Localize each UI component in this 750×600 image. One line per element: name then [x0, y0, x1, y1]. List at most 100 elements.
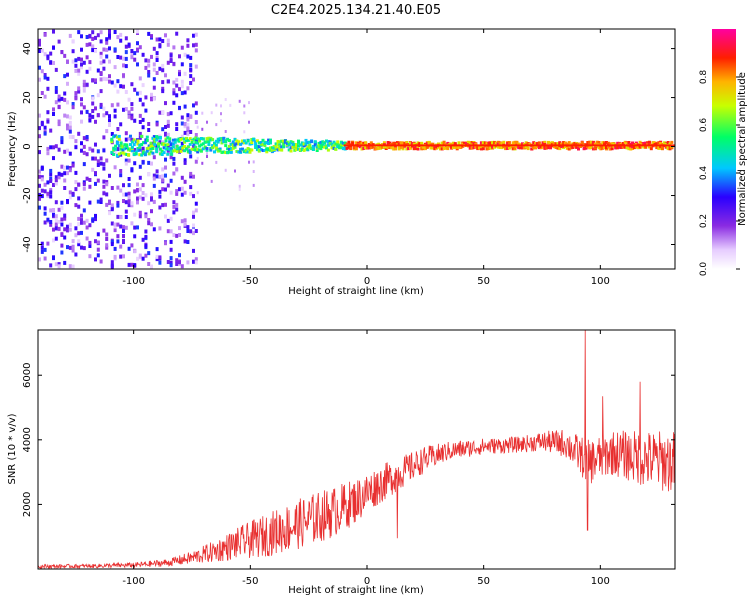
- heatmap-cell: [466, 140, 470, 144]
- heatmap-cell: [457, 145, 461, 149]
- heatmap-cell: [147, 262, 151, 266]
- heatmap-cell: [149, 150, 153, 154]
- heatmap-cell: [63, 53, 67, 58]
- heatmap-cell: [315, 144, 319, 148]
- heatmap-cell: [68, 222, 72, 227]
- heatmap-cell: [446, 141, 450, 145]
- heatmap-cell: [155, 71, 159, 75]
- heatmap-cell: [150, 209, 153, 214]
- heatmap-cell: [375, 146, 379, 150]
- heatmap-cell: [155, 257, 159, 262]
- heatmap-cell: [175, 207, 179, 212]
- heatmap-cell: [222, 150, 226, 154]
- heatmap-cell: [233, 143, 237, 147]
- heatmap-cell: [543, 146, 547, 150]
- x-tick-label: 100: [591, 576, 610, 587]
- heatmap-cell: [60, 200, 64, 205]
- heatmap-cell: [116, 185, 120, 190]
- heatmap-cell: [308, 146, 312, 149]
- heatmap-cell: [110, 203, 114, 208]
- heatmap-cell: [52, 61, 55, 65]
- heatmap-cell: [440, 141, 444, 145]
- heatmap-cell: [455, 145, 459, 149]
- heatmap-cell: [130, 221, 134, 226]
- heatmap-cell: [255, 148, 259, 152]
- heatmap-cell: [124, 215, 128, 219]
- heatmap-cell: [211, 138, 215, 142]
- heatmap-cell: [166, 183, 170, 188]
- heatmap-cell: [289, 149, 293, 153]
- heatmap-cell: [152, 176, 156, 181]
- heatmap-cell: [416, 145, 420, 148]
- heatmap-cell: [218, 137, 222, 141]
- heatmap-cell: [526, 147, 530, 151]
- heatmap-cell: [43, 220, 47, 225]
- heatmap-cell: [124, 158, 128, 163]
- heatmap-cell: [116, 203, 120, 208]
- heatmap-cell: [74, 170, 78, 175]
- heatmap-cell: [144, 193, 148, 198]
- heatmap-cell: [481, 144, 485, 148]
- heatmap-cell: [194, 260, 198, 265]
- heatmap-cell: [136, 196, 139, 201]
- heatmap-cell: [130, 49, 134, 53]
- heatmap-cell: [534, 146, 538, 150]
- heatmap-cell: [102, 66, 106, 71]
- heatmap-cell: [255, 144, 259, 148]
- heatmap-cell: [108, 46, 111, 51]
- heatmap-cell: [668, 147, 672, 151]
- heatmap-cell: [74, 68, 78, 73]
- heatmap-cell: [537, 141, 541, 145]
- heatmap-cell: [172, 91, 176, 96]
- heatmap-cell: [145, 138, 149, 142]
- heatmap-cell: [102, 228, 106, 233]
- spectrogram-x-ticks: -100 -50 0 50 100: [122, 29, 610, 287]
- heatmap-cell: [382, 145, 386, 149]
- heatmap-cell: [88, 66, 92, 71]
- heatmap-cell: [60, 50, 64, 54]
- heatmap-cell: [265, 147, 269, 151]
- heatmap-cell: [142, 151, 146, 155]
- heatmap-cell: [263, 141, 267, 145]
- heatmap-cell: [472, 142, 476, 146]
- heatmap-cell: [130, 203, 134, 208]
- heatmap-cell: [161, 187, 165, 192]
- heatmap-cell: [63, 216, 67, 221]
- heatmap-cell: [40, 177, 44, 182]
- heatmap-cell: [371, 145, 375, 149]
- heatmap-cell: [162, 142, 166, 146]
- heatmap-cell: [513, 146, 517, 150]
- heatmap-cell: [49, 51, 53, 56]
- heatmap-cell: [150, 54, 153, 59]
- heatmap-cell: [116, 79, 120, 84]
- colorbar-gradient: [712, 29, 736, 269]
- heatmap-cell: [88, 146, 92, 151]
- heatmap-cell: [189, 74, 193, 79]
- heatmap-cell: [99, 200, 103, 204]
- heatmap-cell: [164, 125, 167, 129]
- heatmap-cell: [149, 147, 153, 150]
- heatmap-cell: [194, 64, 198, 69]
- heatmap-cell: [186, 43, 190, 48]
- heatmap-cell: [138, 175, 142, 180]
- heatmap-cell: [49, 190, 53, 195]
- heatmap-cell: [326, 148, 330, 152]
- heatmap-cell: [82, 246, 86, 251]
- heatmap-cell: [38, 196, 41, 201]
- heatmap-cell: [661, 145, 664, 149]
- heatmap-cell: [186, 54, 190, 59]
- heatmap-cell: [77, 86, 81, 91]
- y-tick-label: 4000: [22, 427, 33, 452]
- heatmap-cell: [77, 68, 81, 73]
- heatmap-cell: [509, 145, 513, 149]
- heatmap-cell: [178, 72, 181, 77]
- heatmap-cell: [147, 160, 151, 165]
- heatmap-cell: [386, 142, 390, 146]
- heatmap-cell: [297, 147, 300, 151]
- heatmap-cell: [336, 143, 340, 147]
- heatmap-cell: [94, 35, 97, 40]
- heatmap-cell: [105, 111, 109, 116]
- heatmap-cell: [407, 147, 411, 151]
- heatmap-cell: [164, 137, 168, 141]
- heatmap-cell: [483, 141, 487, 145]
